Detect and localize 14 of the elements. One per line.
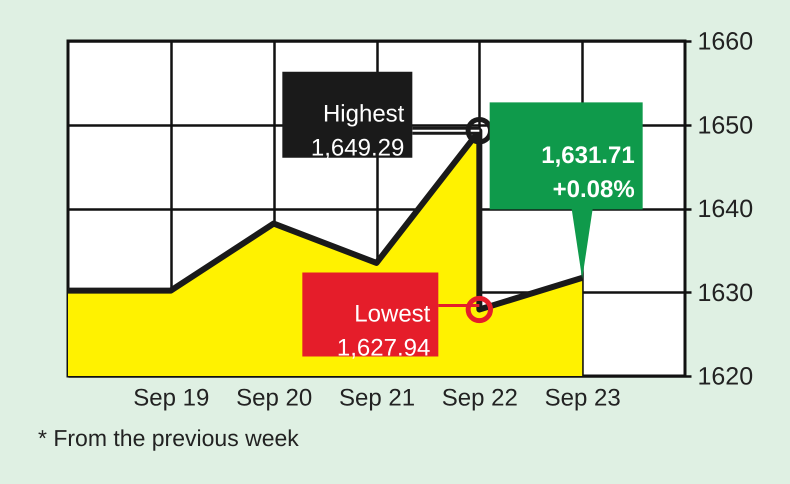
- x-tick-label: Sep 19: [133, 384, 210, 412]
- annotation: 1,631.71 +0.08%: [541, 142, 635, 203]
- x-tick-label: Sep 23: [544, 384, 621, 412]
- y-tick-label: 1650: [698, 111, 754, 140]
- x-tick-label: Sep 20: [236, 384, 312, 412]
- x-tick-label: Sep 21: [338, 384, 416, 412]
- annotation: Lowest 1,627.94: [336, 300, 431, 362]
- y-tick-label: 1620: [698, 362, 754, 390]
- y-tick-label: 1660: [698, 28, 754, 56]
- text: * From the previous week: [38, 425, 300, 451]
- y-tick-label: 1640: [698, 195, 754, 223]
- y-tick-label: 1630: [698, 278, 754, 307]
- x-tick-label: Sep 22: [442, 384, 518, 412]
- annotation: Highest 1,649.29: [310, 100, 405, 162]
